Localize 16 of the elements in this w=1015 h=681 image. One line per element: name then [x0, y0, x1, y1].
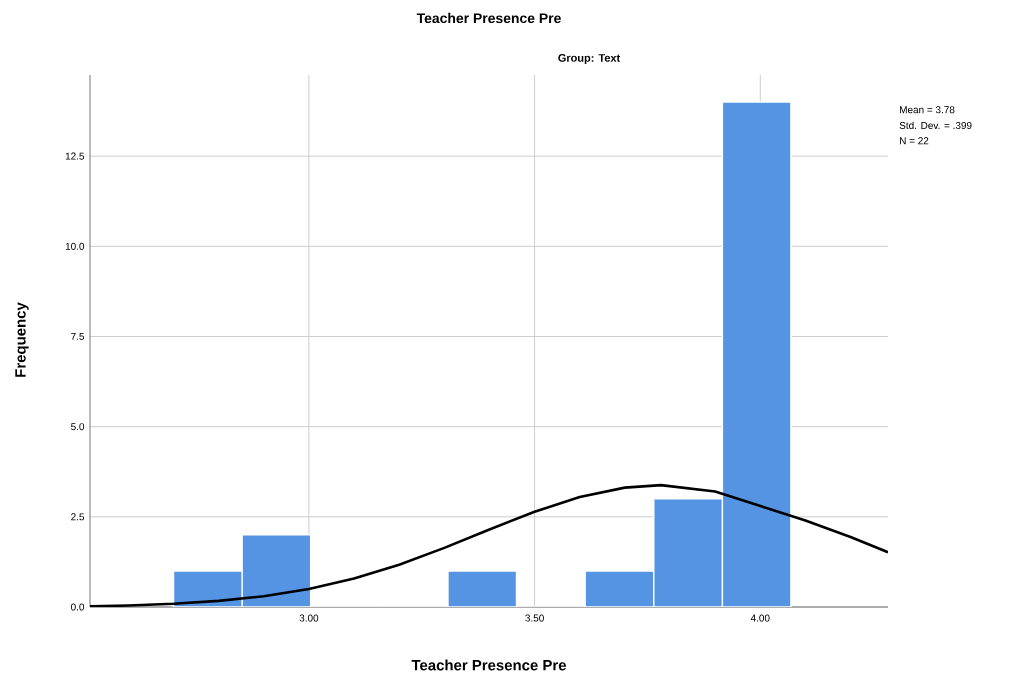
y-axis-title: Frequency — [15, 302, 29, 377]
chart-title: Teacher Presence Pre — [416, 12, 561, 24]
y-tick-label: 2.5 — [71, 513, 85, 521]
y-tick-label: 5.0 — [71, 423, 85, 431]
y-tick-label: 7.5 — [71, 333, 85, 340]
x-axis-title: Teacher Presence Pre — [411, 659, 566, 671]
y-tick-label: 12.5 — [65, 152, 85, 160]
y-tick-label: 10.0 — [65, 242, 85, 250]
chart-subtitle: Group: Text — [558, 54, 621, 64]
text: N = 22 — [900, 137, 929, 145]
y-tick-label: 0.0 — [71, 603, 85, 611]
x-tick-label: 3.00 — [299, 614, 319, 622]
x-tick-label: 4.00 — [750, 614, 770, 622]
text: Mean = 3.78 — [900, 106, 955, 114]
text: Std. Dev. = .399 — [899, 121, 972, 129]
x-tick-label: 3.50 — [525, 614, 544, 622]
